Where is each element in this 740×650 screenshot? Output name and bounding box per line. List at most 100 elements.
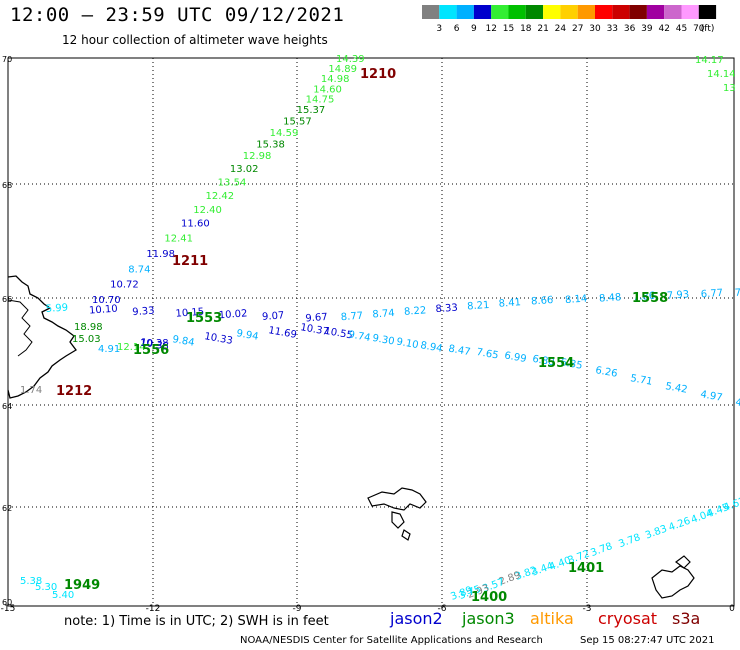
wave-height-value: 8.48: [599, 292, 622, 305]
legend-swatch: [491, 5, 509, 19]
map-frame: [7, 57, 735, 607]
wave-height-value: 6.35: [559, 357, 583, 372]
legend-label: 30: [589, 24, 601, 34]
pass-time-jason3: 1556: [133, 343, 169, 358]
wave-height-value: 14.59: [270, 128, 299, 139]
legend-swatch: [508, 5, 526, 19]
wave-height-value: 14.60: [313, 84, 342, 95]
wave-height-value: 4.26: [667, 516, 692, 534]
wave-height-value: 15.37: [297, 105, 326, 116]
wave-height-value: 8.74: [372, 308, 395, 321]
wave-height-value: 9.30: [371, 333, 395, 348]
wave-height-value: 18.98: [74, 322, 103, 333]
wave-height-value: 11.60: [181, 219, 210, 230]
legend-swatch: [456, 5, 474, 19]
pass-time-jason3: 1949: [64, 578, 100, 593]
wave-height-value: 8.94: [419, 340, 443, 355]
legend-swatch: [664, 5, 682, 19]
wave-height-value: 11.69: [267, 325, 297, 341]
legend-swatch: [698, 5, 717, 19]
wave-height-value: 3.83: [644, 524, 669, 542]
lat-tick-label: 64: [2, 402, 12, 411]
pass-time-labels: 1210 1211 1212 1553 1556 1558 1554 1401 1400 1949: [56, 67, 668, 605]
wave-height-value: 9.33: [132, 306, 155, 319]
lat-lon-grid: -15 -12 -9 -6 -3 0 70 68 66 64 62 60: [1, 55, 735, 614]
legend-swatch: [577, 5, 595, 19]
wave-height-value: 11.98: [146, 249, 175, 260]
legend-swatch: [543, 5, 561, 19]
legend-swatch: [612, 5, 630, 19]
legend-swatch: [629, 5, 647, 19]
wave-height-value: 5.38: [20, 576, 42, 587]
wave-height-value: 8.33: [435, 303, 458, 316]
legend-swatch: [595, 5, 613, 19]
wave-height-value: 13.54: [218, 178, 247, 189]
lon-tick-label: -12: [146, 604, 161, 614]
legend-label: 21: [537, 24, 548, 34]
legend-label: 36: [624, 24, 636, 34]
wave-height-value: 4.9: [734, 397, 740, 411]
wave-height-value: 10.55: [323, 326, 353, 342]
wave-height-value: 14.75: [306, 94, 335, 105]
wave-height-value: 10.37: [299, 322, 329, 338]
wave-height-value: 5.99: [45, 302, 68, 315]
legend-label: 18: [520, 24, 532, 34]
pass-time-jason3: 1558: [632, 291, 668, 306]
wave-height-value: 12.41: [164, 234, 193, 245]
wave-height-value: 10.38: [140, 338, 169, 349]
wave-height-value: 6.99: [503, 350, 527, 365]
legend-swatch: [681, 5, 699, 19]
wave-height-value: 9.10: [395, 337, 419, 352]
lat-tick-label: 62: [2, 504, 12, 513]
wave-height-color-legend: 3 6 9 12 15 18 21 24 27 30 33 36 39 42 45 70(ft): [422, 5, 717, 34]
wave-height-value: 5.30: [35, 582, 57, 593]
legend-swatch: [646, 5, 665, 19]
lat-tick-label: 66: [2, 295, 12, 304]
wave-height-value: 10.02: [218, 308, 247, 321]
wave-height-value: 6.77: [700, 288, 723, 301]
legend-swatch: [439, 5, 457, 19]
wave-height-value: 14.17: [695, 55, 724, 66]
wave-height-value: 10.15: [175, 307, 204, 320]
legend-label: 15: [503, 24, 514, 34]
lat-tick-label: 60: [2, 598, 12, 607]
wave-height-value: 7.93: [667, 289, 690, 302]
wave-height-value: 14.39: [336, 54, 365, 65]
shetland-islands: [651, 555, 695, 599]
lon-tick-label: -3: [583, 604, 592, 614]
wave-height-value: 8.21: [467, 300, 490, 313]
wave-height-value: 10.10: [89, 304, 118, 317]
wave-height-value: 10.72: [110, 280, 139, 291]
wave-height-value: 6.26: [594, 365, 618, 380]
wave-height-value: 15.38: [256, 140, 285, 151]
legend-label: 6: [454, 24, 460, 34]
legend-label: 70: [693, 24, 705, 34]
wave-height-value: 8.77: [340, 311, 363, 324]
wave-height-value: 5.40: [52, 590, 74, 601]
pass-time-cryosat: 1212: [56, 384, 92, 399]
legend-swatch: [422, 5, 440, 19]
faroe-islands: [367, 487, 427, 541]
wave-height-value: 15.03: [72, 334, 101, 345]
legend-label: 27: [572, 24, 583, 34]
wave-height-value: 7.0: [734, 287, 740, 299]
pass-time-jason3: 1554: [538, 356, 574, 371]
legend-label: 24: [555, 24, 567, 34]
wave-height-value: 13: [723, 83, 736, 94]
legend-label: 3: [436, 24, 442, 34]
wave-height-value: 12.40: [193, 205, 222, 216]
lon-tick-label: 0: [729, 604, 735, 614]
lon-tick-label: -6: [438, 604, 447, 614]
wave-height-value: 4.04: [690, 508, 715, 526]
wave-height-value: 10.33: [203, 331, 233, 347]
wave-height-value: 3.78: [617, 532, 642, 550]
wave-height-value: 8.66: [531, 295, 554, 308]
wave-height-value: 9.94: [235, 328, 259, 343]
lat-tick-label: 70: [2, 55, 12, 64]
wave-height-value: 12.14: [117, 342, 146, 353]
wave-height-value: 4.97: [699, 389, 723, 404]
legend-label: (ft): [701, 24, 715, 34]
legend-label: 12: [485, 24, 496, 34]
legend-label: 42: [658, 24, 669, 34]
